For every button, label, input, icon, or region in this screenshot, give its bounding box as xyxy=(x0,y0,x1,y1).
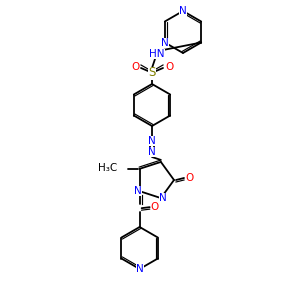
Text: O: O xyxy=(131,62,139,72)
Text: N: N xyxy=(136,264,143,274)
Text: N: N xyxy=(148,147,156,157)
Text: O: O xyxy=(165,62,173,72)
Text: N: N xyxy=(148,136,156,146)
Text: O: O xyxy=(185,173,193,183)
Text: N: N xyxy=(161,38,169,47)
Text: S: S xyxy=(148,67,156,80)
Text: HN: HN xyxy=(149,49,165,59)
Text: N: N xyxy=(179,6,187,16)
Text: O: O xyxy=(151,202,159,212)
Text: H₃C: H₃C xyxy=(98,163,118,173)
Text: N: N xyxy=(134,186,142,196)
Text: N: N xyxy=(159,193,167,203)
